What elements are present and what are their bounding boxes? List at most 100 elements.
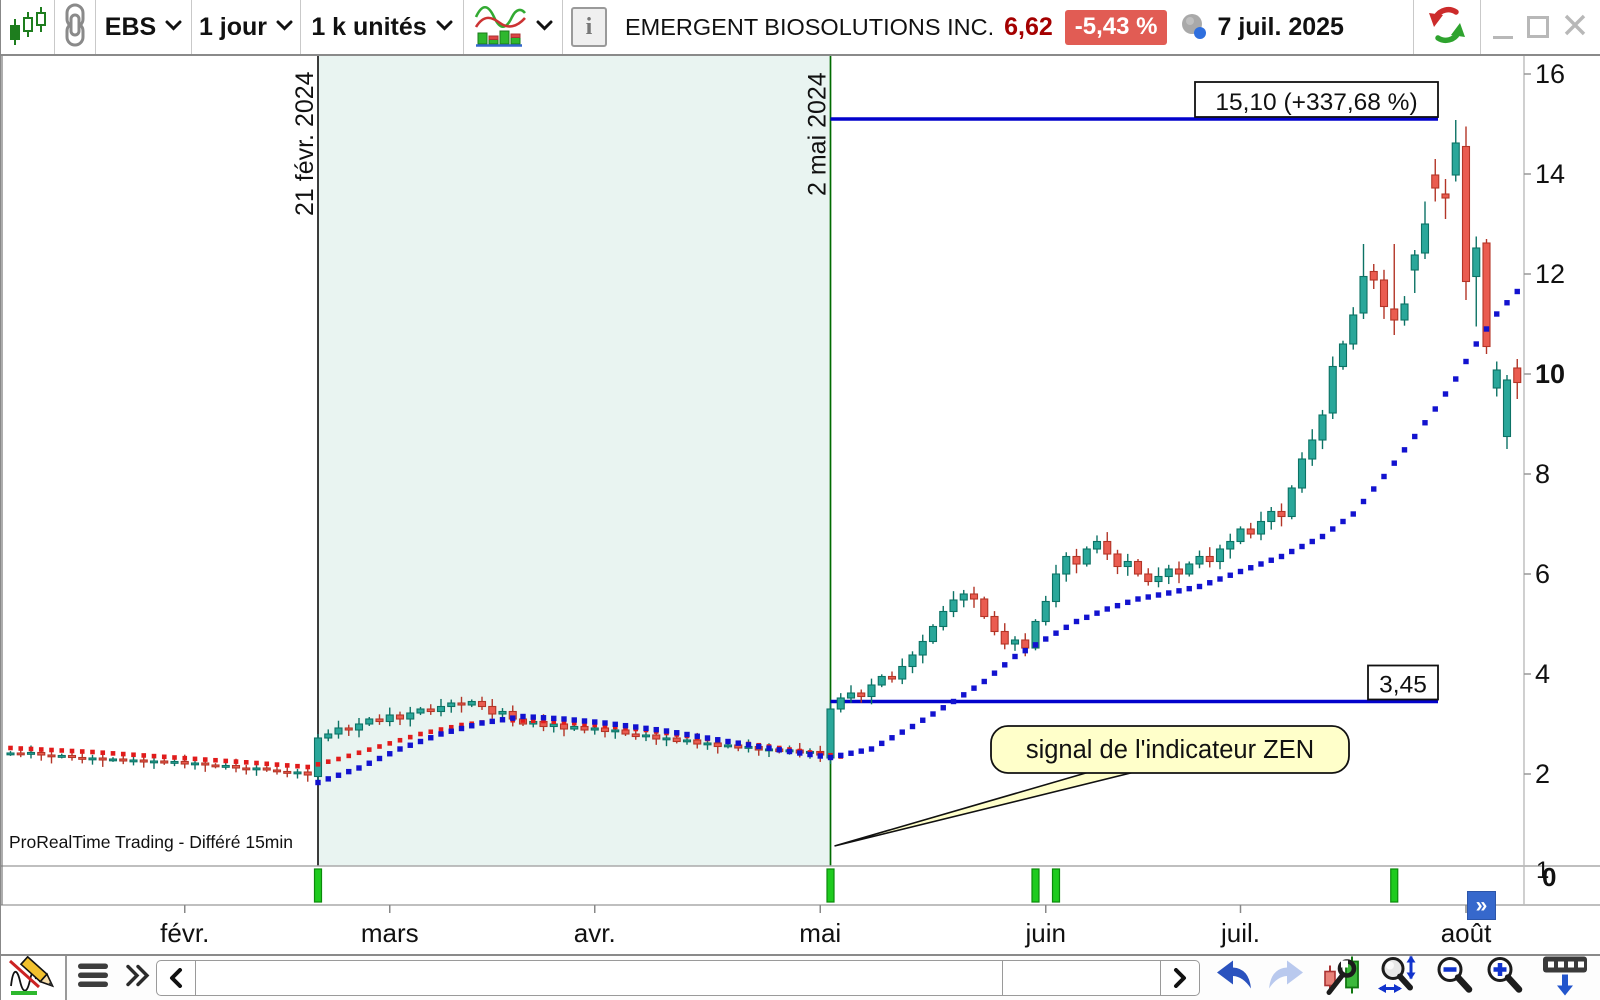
divider [1480,0,1481,54]
divider [300,0,301,54]
zoom-out-icon [1435,956,1475,1000]
chevron-down-icon [276,18,293,36]
zoom-adjust-icon [1377,955,1423,1000]
delayed-clock-icon [1181,13,1209,41]
x-axis-month-label: juil. [1220,918,1260,948]
sub-scale-label: 1 [1536,857,1549,884]
menu-button[interactable] [77,963,109,994]
minimize-button[interactable] [1493,15,1513,39]
top-toolbar: EBS 1 jour 1 k unités [1,0,1600,56]
blue-dotted-ma [315,288,1520,786]
level-label-text: 15,10 (+337,68 %) [1215,89,1417,116]
y-axis-label: 2 [1535,759,1550,789]
keyboard-icon [1541,955,1589,1000]
level-label-box[interactable] [1367,664,1439,701]
level-label-text: 3,45 [1379,672,1427,699]
scrollbar-track[interactable] [196,961,1002,995]
highlight-region [318,56,831,866]
close-button[interactable] [1563,13,1587,42]
y-axis: 2 4 6 8 10 12 14 16 10 [1524,59,1565,892]
redo-button[interactable] [1267,959,1307,998]
chart-type-icon [473,2,527,53]
chart-date: 7 juil. 2025 [1217,12,1344,41]
sub-scale-label: 0 [1542,862,1556,892]
zoom-out-button[interactable] [1435,956,1475,1000]
info-button[interactable]: i [563,0,615,54]
symbol-label: EBS [104,12,157,41]
refresh-button[interactable] [1414,0,1480,54]
link-windows-button[interactable] [55,0,95,54]
divider [1413,0,1414,54]
x-axis-month-label: juin [1025,918,1066,948]
signal-bar [1390,868,1399,903]
chevron-down-icon [436,18,453,36]
chart-settings-button[interactable] [1321,956,1365,1000]
units-dropdown[interactable]: 1 k unités [301,0,463,54]
signal-bar [826,868,835,903]
date-marker-label: 21 févr. 2024 [291,71,319,216]
callout-tail [834,767,1152,847]
last-price: 6,62 [1004,12,1053,41]
symbol-dropdown[interactable]: EBS [96,0,191,54]
scroll-left-button[interactable] [157,961,196,995]
x-axis-month-label: mars [361,918,419,948]
draw-tool-icon [7,955,59,1000]
bottom-toolbar [1,954,1600,1000]
signal-bar [313,868,323,903]
chevron-left-icon [170,968,182,988]
expand-range-button[interactable]: » [1467,891,1496,920]
chevrons-right-icon [125,964,151,993]
price-chart[interactable]: 21 févr. 2024 2 mai 2024 2 4 6 8 10 12 14 16 10 fév… [1,56,1600,954]
link-icon [58,2,92,53]
chart-scrollbar[interactable] [156,960,1200,996]
undo-button[interactable] [1213,959,1253,998]
scrollbar-thumb[interactable] [1002,961,1161,995]
info-icon: i [571,7,607,47]
y-axis-label: 12 [1535,259,1565,289]
units-label: 1 k unités [311,12,427,41]
zoom-in-icon [1485,956,1525,1000]
x-axis: févr. mars avr. mai juin juil. août [160,905,1492,948]
divider [54,0,55,54]
redo-icon [1267,959,1307,998]
maximize-button[interactable] [1527,16,1549,38]
level-label-box[interactable] [1194,81,1439,118]
close-icon [1563,13,1587,42]
chart-settings-icon [1321,956,1365,1000]
zoom-in-button[interactable] [1485,956,1525,1000]
instrument-name: EMERGENT BIOSOLUTIONS INC. [625,13,995,40]
scroll-right-button[interactable] [1161,961,1199,995]
callout-box[interactable] [990,725,1350,774]
divider [463,0,464,54]
undo-icon [1213,959,1253,998]
chevron-down-icon [165,18,182,36]
indicator-signal-bars [313,868,1399,903]
draw-tool-button[interactable] [1,955,67,1000]
timeframe-label: 1 jour [198,12,268,41]
y-axis-label: 16 [1535,59,1565,89]
chevron-right-icon [1174,968,1186,988]
minimize-icon [1493,35,1513,39]
x-axis-month-label: févr. [160,918,209,948]
x-axis-month-label: avr. [574,918,616,948]
candlestick-style-icon [6,3,50,52]
y-axis-label: 8 [1535,459,1550,489]
signal-bar [1031,868,1040,903]
y-axis-label: 10 [1535,359,1565,389]
candlestick-style-button[interactable] [1,0,54,54]
price-level-labels[interactable]: 15,10 (+337,68 %) 3,45 [1194,81,1439,701]
chart-type-dropdown[interactable] [464,0,562,54]
keyboard-panel-button[interactable] [1541,955,1589,1000]
watermark: ProRealTime Trading - Différé 15min [9,832,293,852]
chart-area: 21 févr. 2024 2 mai 2024 2 4 6 8 10 12 14 16 1 0 fév… [1,56,1600,954]
zoom-adjust-button[interactable] [1377,955,1423,1000]
y-axis-label: 14 [1535,159,1565,189]
expand-toolbar-button[interactable] [125,964,151,993]
timeframe-dropdown[interactable]: 1 jour [192,0,300,54]
callout-text: signal de l'indicateur ZEN [1026,736,1314,764]
change-percent-badge: -5,43 % [1064,9,1168,45]
date-marker-label: 2 mai 2024 [804,72,832,196]
callout-annotation[interactable]: signal de l'indicateur ZEN [834,725,1350,847]
signal-bar [1051,868,1061,903]
x-axis-month-label: mai [799,918,841,948]
